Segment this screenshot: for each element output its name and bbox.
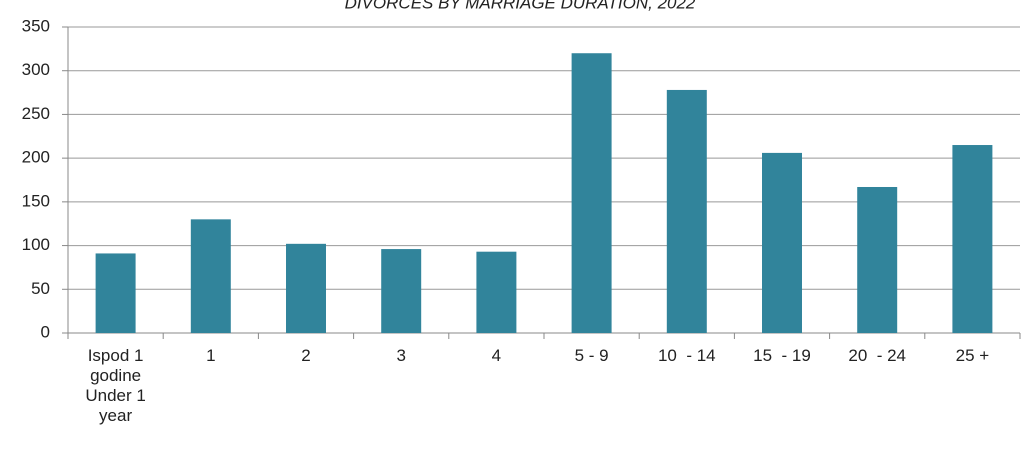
bar [952,145,993,333]
y-tick-label: 0 [41,322,50,341]
bar [571,53,612,333]
x-tick-label: 2 [301,346,311,365]
bar [95,253,136,333]
x-tick-label: 20 - 24 [848,346,907,365]
x-tick-label: 15 - 19 [753,346,811,365]
bar [476,251,517,333]
y-tick-label: 350 [22,16,50,35]
y-tick-label: 300 [22,60,50,79]
x-tick-label: 3 [396,346,406,365]
y-tick-label: 250 [22,104,50,123]
x-tick-label: 4 [491,346,502,365]
y-tick-label: 50 [31,279,50,298]
bar [190,219,231,333]
y-tick-label: 200 [22,148,50,167]
bar [666,89,707,333]
y-tick-label: 150 [22,191,50,210]
x-tick-label: 5 - 9 [574,346,609,365]
bar [286,243,326,333]
x-tick-label: 10 - 14 [657,346,716,365]
x-tick-label: 25 + [955,346,990,365]
chart-title: DIVORCES BY MARRIAGE DURATION, 2022 [345,0,696,12]
y-tick-label: 100 [22,235,50,254]
x-tick-label: 1 [206,346,216,365]
bar [762,152,802,333]
bar [857,186,898,333]
x-tick-label: Ispod 1 godine Under 1 year [85,346,151,425]
bar [381,249,422,333]
